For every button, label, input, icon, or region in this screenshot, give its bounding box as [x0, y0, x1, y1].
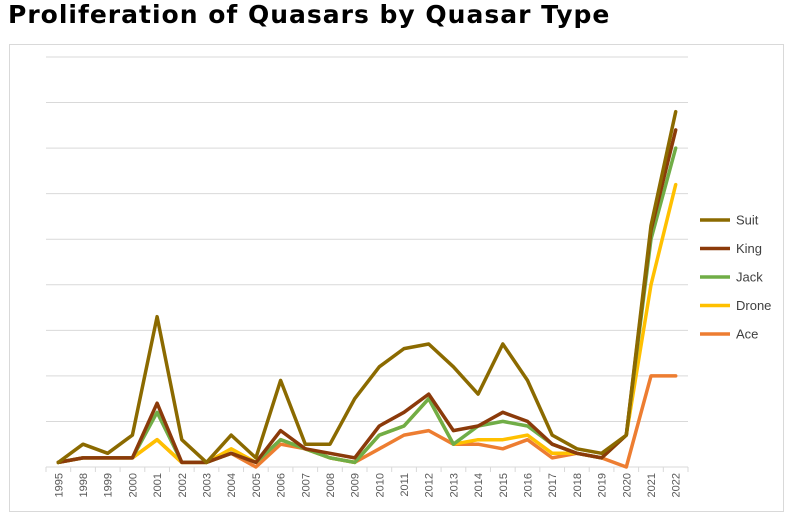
x-axis: 1995 1998 1999 2000 2001 2002 2003 2004 2005 2006… [45, 466, 689, 497]
x-tick-label: 2010 [374, 473, 386, 497]
x-tick-label: 2022 [671, 473, 683, 497]
legend-item-jack: Jack [700, 270, 763, 285]
legend-label: Drone [736, 298, 771, 313]
x-tick-label: 2003 [202, 473, 214, 497]
x-tick-label: 2021 [646, 473, 658, 497]
x-tick-label: 2017 [547, 473, 559, 497]
x-tick-label: 1999 [103, 473, 115, 497]
chart-area-frame [9, 44, 784, 512]
x-tick-label: 2014 [473, 473, 485, 497]
x-tick-label: 2004 [226, 473, 238, 497]
series-line-king [56, 128, 678, 465]
legend-item-drone: Drone [700, 298, 771, 313]
legend-label: Ace [736, 327, 758, 342]
x-tick-label: 2008 [325, 473, 337, 497]
x-tick-label: 2006 [276, 473, 288, 497]
x-tick-label: 2019 [597, 473, 609, 497]
x-tick-label: 2012 [424, 473, 436, 497]
legend: Suit King Jack Drone Ace [700, 213, 771, 342]
legend-label: Suit [736, 213, 759, 228]
x-tick-label: 2000 [127, 473, 139, 497]
gridlines [46, 56, 688, 468]
x-tick-label: 2016 [523, 473, 535, 497]
x-tick-label: 2005 [251, 473, 263, 497]
x-tick-label: 1998 [78, 473, 90, 497]
x-tick-label: 2015 [498, 473, 510, 497]
legend-item-suit: Suit [700, 213, 759, 228]
x-tick-label: 1995 [53, 473, 65, 497]
x-tick-label: 2007 [300, 473, 312, 497]
x-tick-label: 2001 [152, 473, 164, 497]
legend-item-king: King [700, 241, 762, 256]
series-lines [56, 109, 678, 469]
legend-label: King [736, 241, 762, 256]
legend-label: Jack [736, 270, 763, 285]
x-tick-label: 2013 [448, 473, 460, 497]
x-tick-label: 2020 [621, 473, 633, 497]
legend-item-ace: Ace [700, 327, 758, 342]
x-tick-label: 2018 [572, 473, 584, 497]
x-tick-label: 2011 [399, 473, 411, 497]
chart-title: Proliferation of Quasars by Quasar Type [8, 0, 611, 29]
x-tick-label: 2009 [350, 473, 362, 497]
series-line-suit [56, 109, 678, 465]
x-tick-label: 2002 [177, 473, 189, 497]
